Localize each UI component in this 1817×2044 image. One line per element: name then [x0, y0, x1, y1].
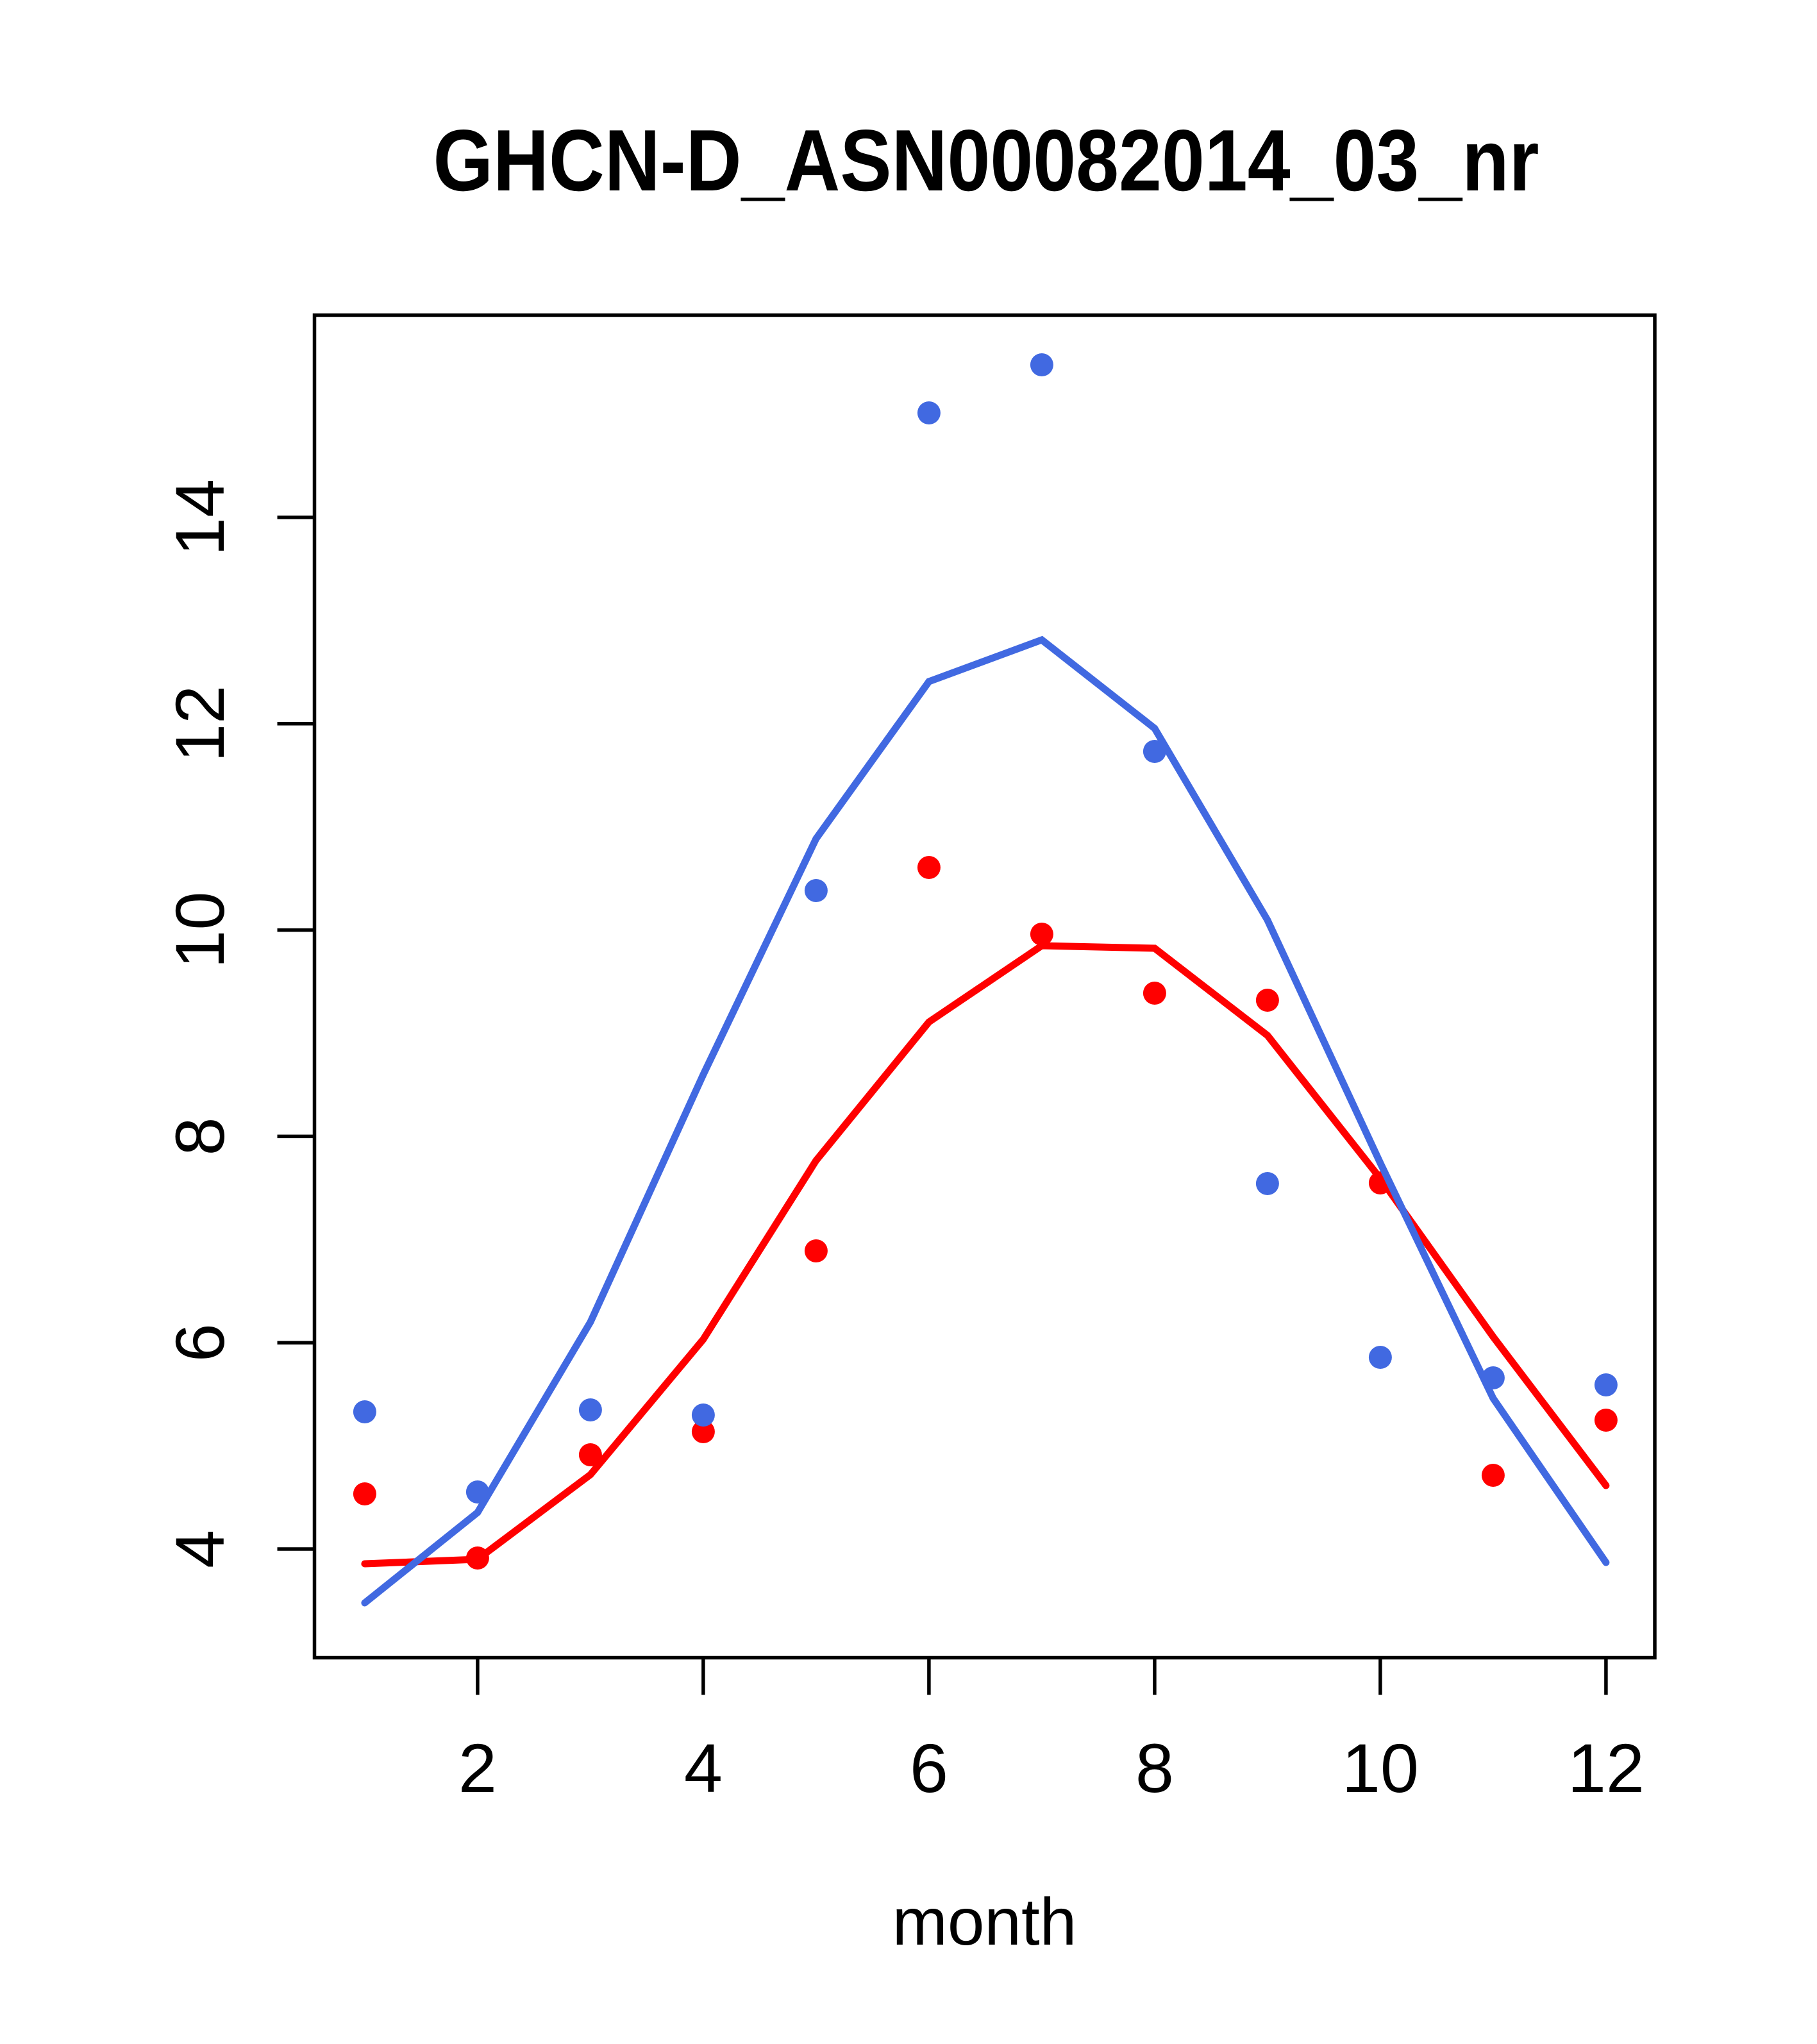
svg-text:10: 10	[1342, 1729, 1419, 1807]
svg-text:GHCN-D_ASN00082014_03_nr: GHCN-D_ASN00082014_03_nr	[433, 112, 1539, 209]
svg-text:4: 4	[161, 1530, 239, 1568]
svg-text:12: 12	[1568, 1729, 1645, 1807]
svg-text:month: month	[892, 1884, 1077, 1959]
svg-text:10: 10	[161, 892, 239, 969]
svg-text:6: 6	[161, 1323, 239, 1362]
svg-text:12: 12	[161, 685, 239, 762]
svg-text:8: 8	[161, 1117, 239, 1155]
svg-text:8: 8	[1135, 1729, 1174, 1807]
svg-text:6: 6	[910, 1729, 948, 1807]
svg-text:2: 2	[458, 1729, 497, 1807]
svg-text:14: 14	[161, 479, 239, 556]
svg-text:4: 4	[684, 1729, 723, 1807]
